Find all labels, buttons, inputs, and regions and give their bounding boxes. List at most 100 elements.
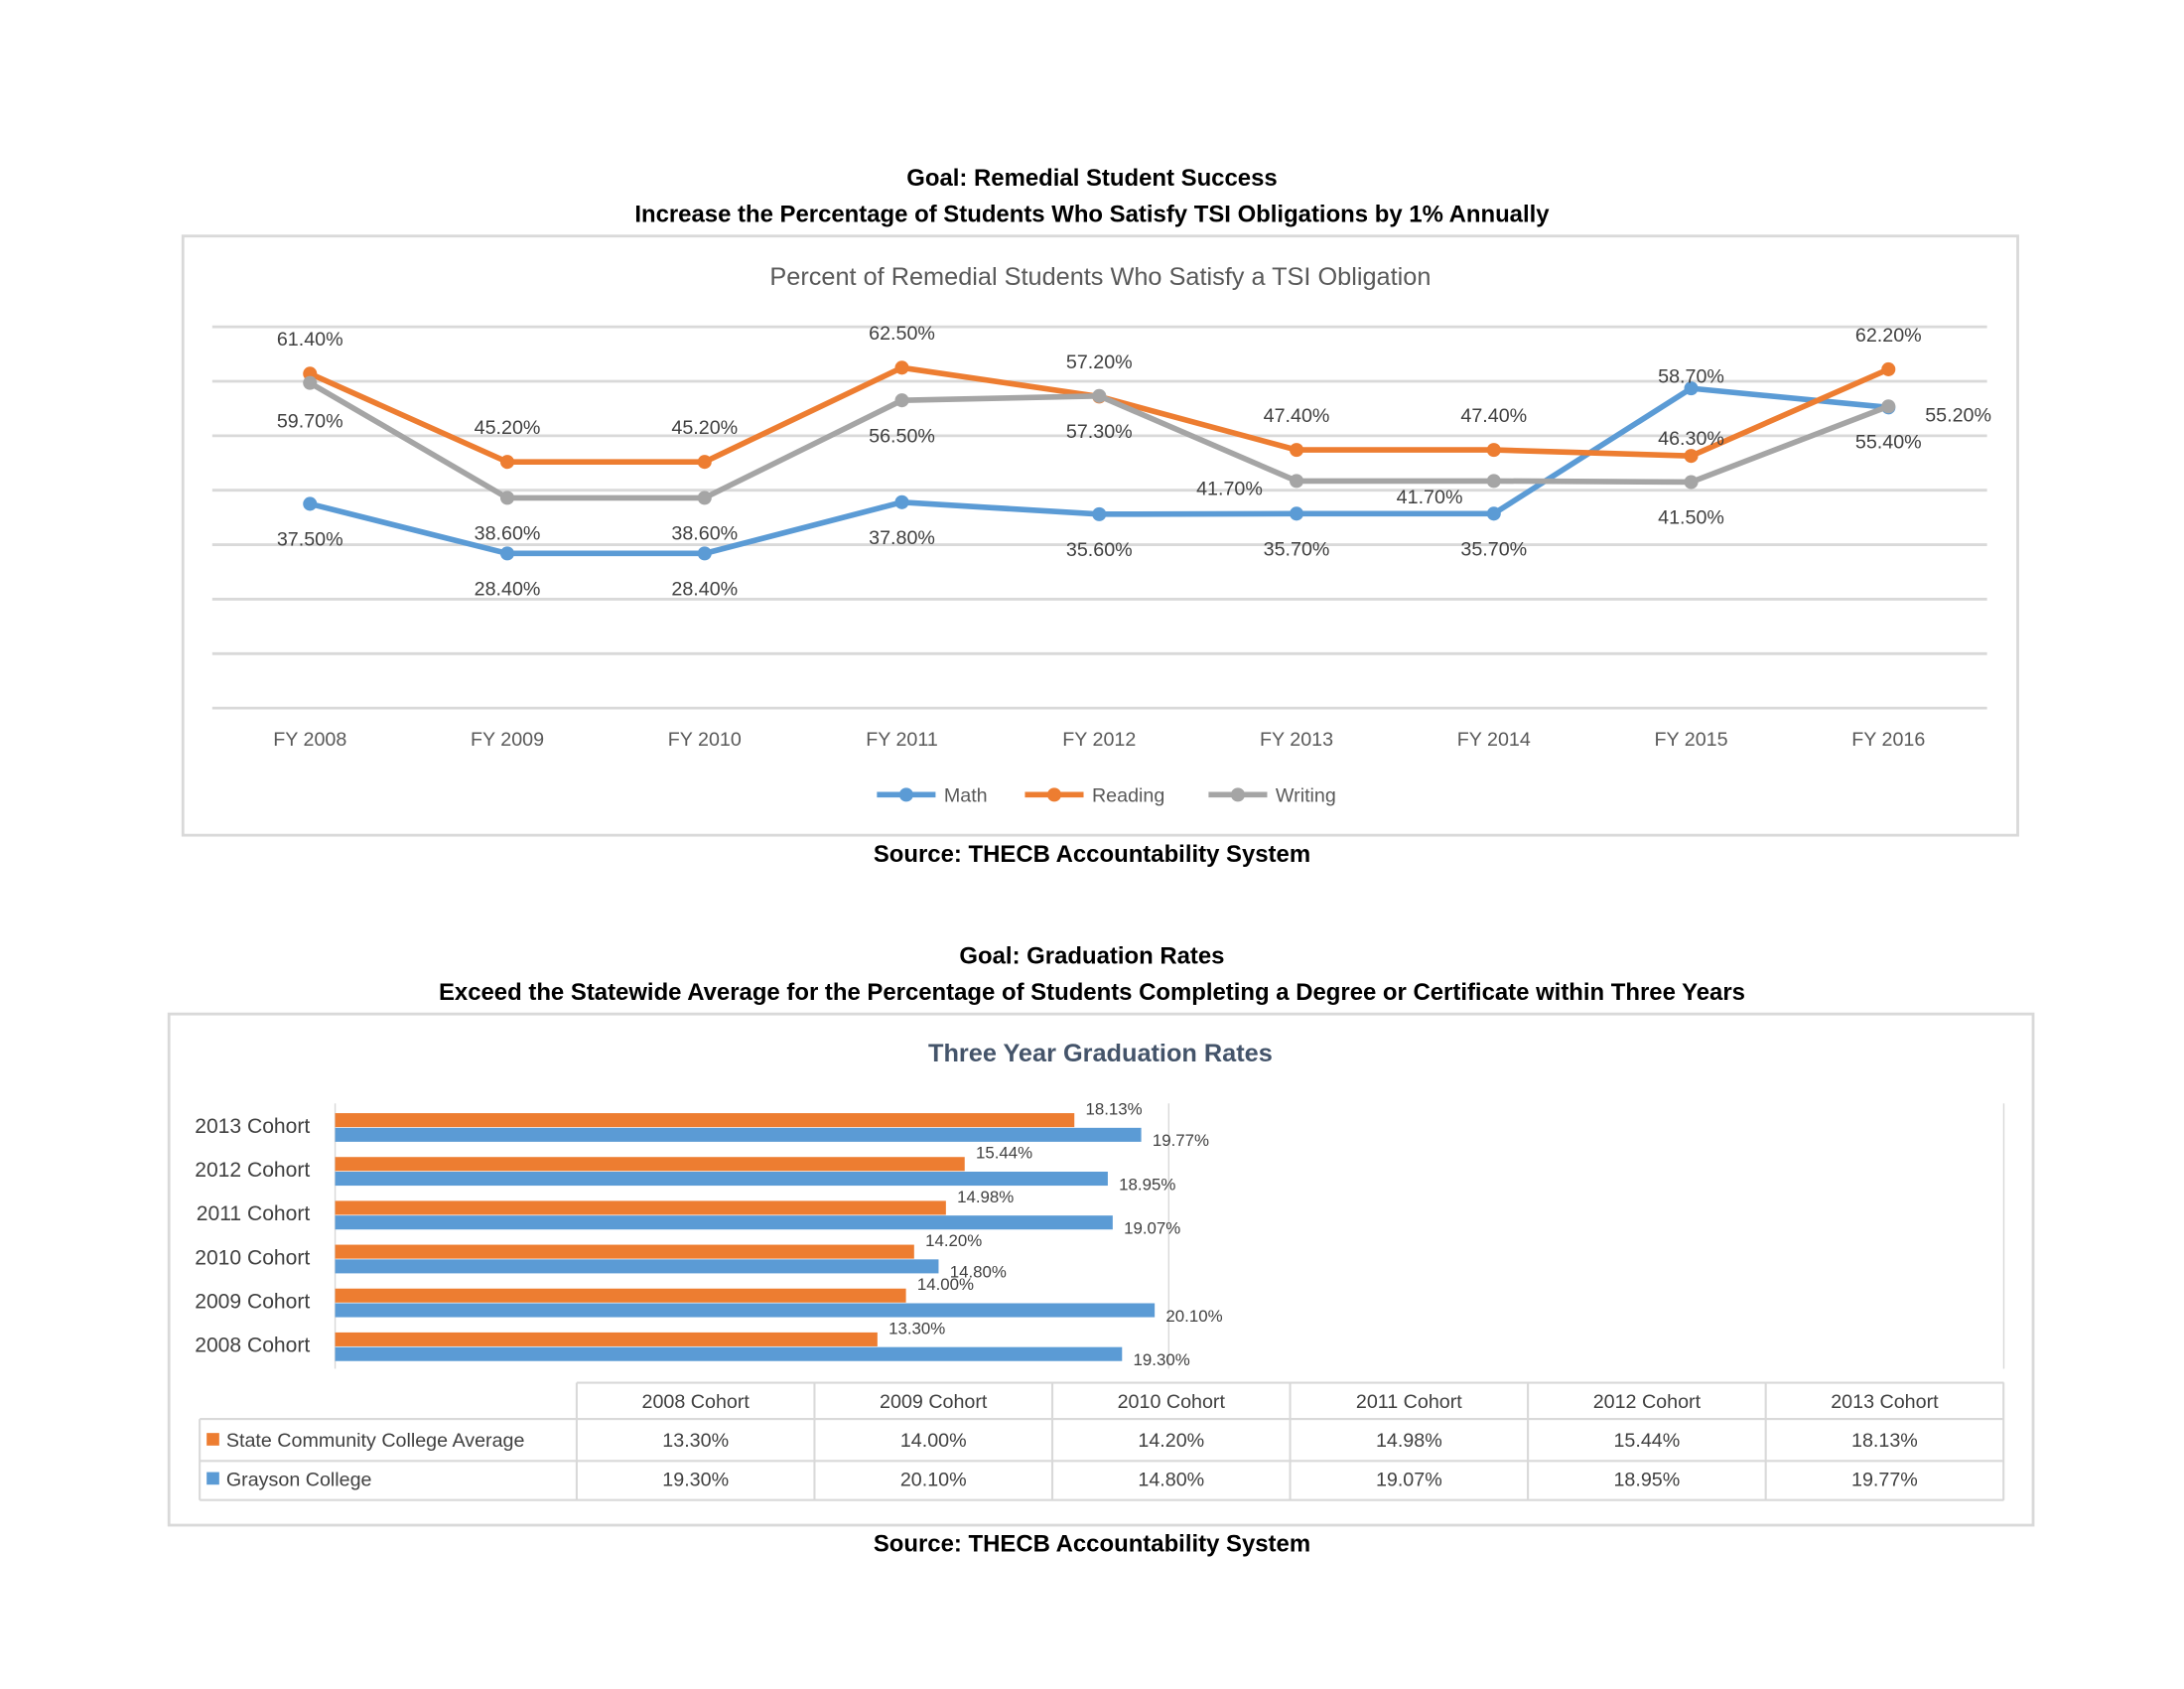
data-label: 37.50%	[277, 529, 343, 551]
data-label: 45.20%	[671, 417, 738, 439]
bar-data-label: 18.13%	[1085, 1099, 1142, 1118]
data-point	[1684, 449, 1699, 464]
bar-data-label: 14.98%	[957, 1188, 1014, 1206]
table-cell: 15.44%	[1613, 1430, 1680, 1452]
data-point	[1092, 388, 1107, 403]
goal-heading-2: Goal: Graduation Rates	[959, 942, 1225, 970]
data-label: 35.60%	[1066, 539, 1133, 561]
data-point	[697, 455, 712, 470]
data-point	[1289, 443, 1304, 458]
table-header: 2012 Cohort	[1593, 1391, 1702, 1413]
data-label: 57.30%	[1066, 421, 1133, 443]
bar-state-average	[335, 1200, 946, 1215]
data-label: 38.60%	[671, 523, 738, 545]
x-tick-label: FY 2014	[1457, 729, 1531, 751]
table-header: 2013 Cohort	[1831, 1391, 1939, 1413]
data-point	[499, 455, 515, 470]
x-tick-label: FY 2015	[1654, 729, 1727, 751]
objective-heading-1: Increase the Percentage of Students Who …	[634, 201, 1550, 228]
data-label: 62.20%	[1855, 325, 1922, 347]
line-chart-frame	[181, 234, 2019, 837]
table-header: 2008 Cohort	[642, 1391, 751, 1413]
data-point	[697, 491, 712, 505]
data-label: 37.80%	[869, 527, 935, 549]
data-point	[1486, 506, 1501, 521]
data-point	[303, 496, 318, 511]
category-label: 2009 Cohort	[195, 1290, 310, 1313]
data-label: 58.70%	[1658, 366, 1724, 388]
bar-data-label: 14.20%	[925, 1231, 982, 1250]
legend-marker	[1230, 787, 1245, 802]
table-cell: 18.95%	[1613, 1470, 1680, 1491]
bar-data-label: 14.00%	[917, 1275, 974, 1294]
bar-grayson	[335, 1171, 1108, 1187]
data-label: 55.20%	[1925, 404, 1991, 426]
bar-data-label: 19.77%	[1153, 1131, 1209, 1150]
data-point	[894, 360, 909, 375]
source-2: Source: THECB Accountability System	[873, 1530, 1311, 1558]
bar-data-label: 19.30%	[1134, 1350, 1190, 1369]
x-tick-label: FY 2010	[668, 729, 742, 751]
bar-state-average	[335, 1157, 965, 1172]
x-tick-label: FY 2016	[1851, 729, 1925, 751]
data-label: 41.70%	[1397, 487, 1463, 508]
table-cell: 19.07%	[1376, 1470, 1442, 1491]
table-cell: 14.20%	[1138, 1430, 1204, 1452]
data-label: 41.70%	[1196, 478, 1263, 499]
bar-grayson	[335, 1303, 1156, 1318]
legend-marker	[898, 787, 913, 802]
data-label: 62.50%	[869, 323, 935, 345]
table-cell: 18.13%	[1851, 1430, 1918, 1452]
data-label: 35.70%	[1264, 539, 1330, 561]
data-point	[1684, 475, 1699, 490]
legend-label: Reading	[1092, 784, 1164, 806]
bar-state-average	[335, 1113, 1075, 1128]
data-point	[1881, 361, 1896, 376]
x-tick-label: FY 2012	[1062, 729, 1136, 751]
data-label: 38.60%	[475, 523, 541, 545]
x-tick-label: FY 2011	[866, 729, 938, 751]
table-cell: 13.30%	[662, 1430, 729, 1452]
data-point	[894, 494, 909, 509]
category-label: 2012 Cohort	[195, 1159, 310, 1182]
legend-label: Math	[944, 784, 988, 806]
data-label: 45.20%	[475, 417, 541, 439]
bar-chart-frame	[167, 1012, 2035, 1527]
x-tick-label: FY 2008	[273, 729, 346, 751]
x-tick-label: FY 2009	[471, 729, 544, 751]
data-point	[1289, 506, 1304, 521]
data-point	[1092, 506, 1107, 521]
data-label: 28.40%	[475, 579, 541, 601]
table-row-label: State Community College Average	[226, 1430, 525, 1452]
data-point	[1289, 474, 1304, 489]
data-label: 59.70%	[277, 411, 343, 433]
data-point	[303, 375, 318, 390]
x-tick-label: FY 2013	[1260, 729, 1333, 751]
category-label: 2010 Cohort	[195, 1246, 310, 1269]
data-label: 61.40%	[277, 329, 343, 351]
data-point	[499, 546, 515, 561]
data-label: 57.20%	[1066, 352, 1133, 373]
source-1: Source: THECB Accountability System	[873, 840, 1311, 868]
table-cell: 14.00%	[900, 1430, 967, 1452]
data-point	[1881, 399, 1896, 414]
data-point	[499, 491, 515, 505]
bar-state-average	[335, 1288, 906, 1303]
category-label: 2011 Cohort	[197, 1202, 311, 1225]
table-cell: 20.10%	[900, 1470, 967, 1491]
data-label: 47.40%	[1264, 405, 1330, 427]
line-chart-title: Percent of Remedial Students Who Satisfy…	[769, 263, 1431, 291]
table-header: 2009 Cohort	[880, 1391, 988, 1413]
data-label: 47.40%	[1460, 405, 1527, 427]
bar-grayson	[335, 1259, 939, 1274]
goal-heading-1: Goal: Remedial Student Success	[906, 164, 1278, 192]
category-label: 2008 Cohort	[195, 1335, 310, 1357]
bar-data-label: 13.30%	[888, 1319, 945, 1337]
table-cell: 19.30%	[662, 1470, 729, 1491]
bar-data-label: 18.95%	[1119, 1175, 1175, 1194]
bar-state-average	[335, 1332, 878, 1346]
bar-grayson	[335, 1346, 1123, 1361]
category-label: 2013 Cohort	[195, 1115, 310, 1138]
table-cell: 14.98%	[1376, 1430, 1442, 1452]
